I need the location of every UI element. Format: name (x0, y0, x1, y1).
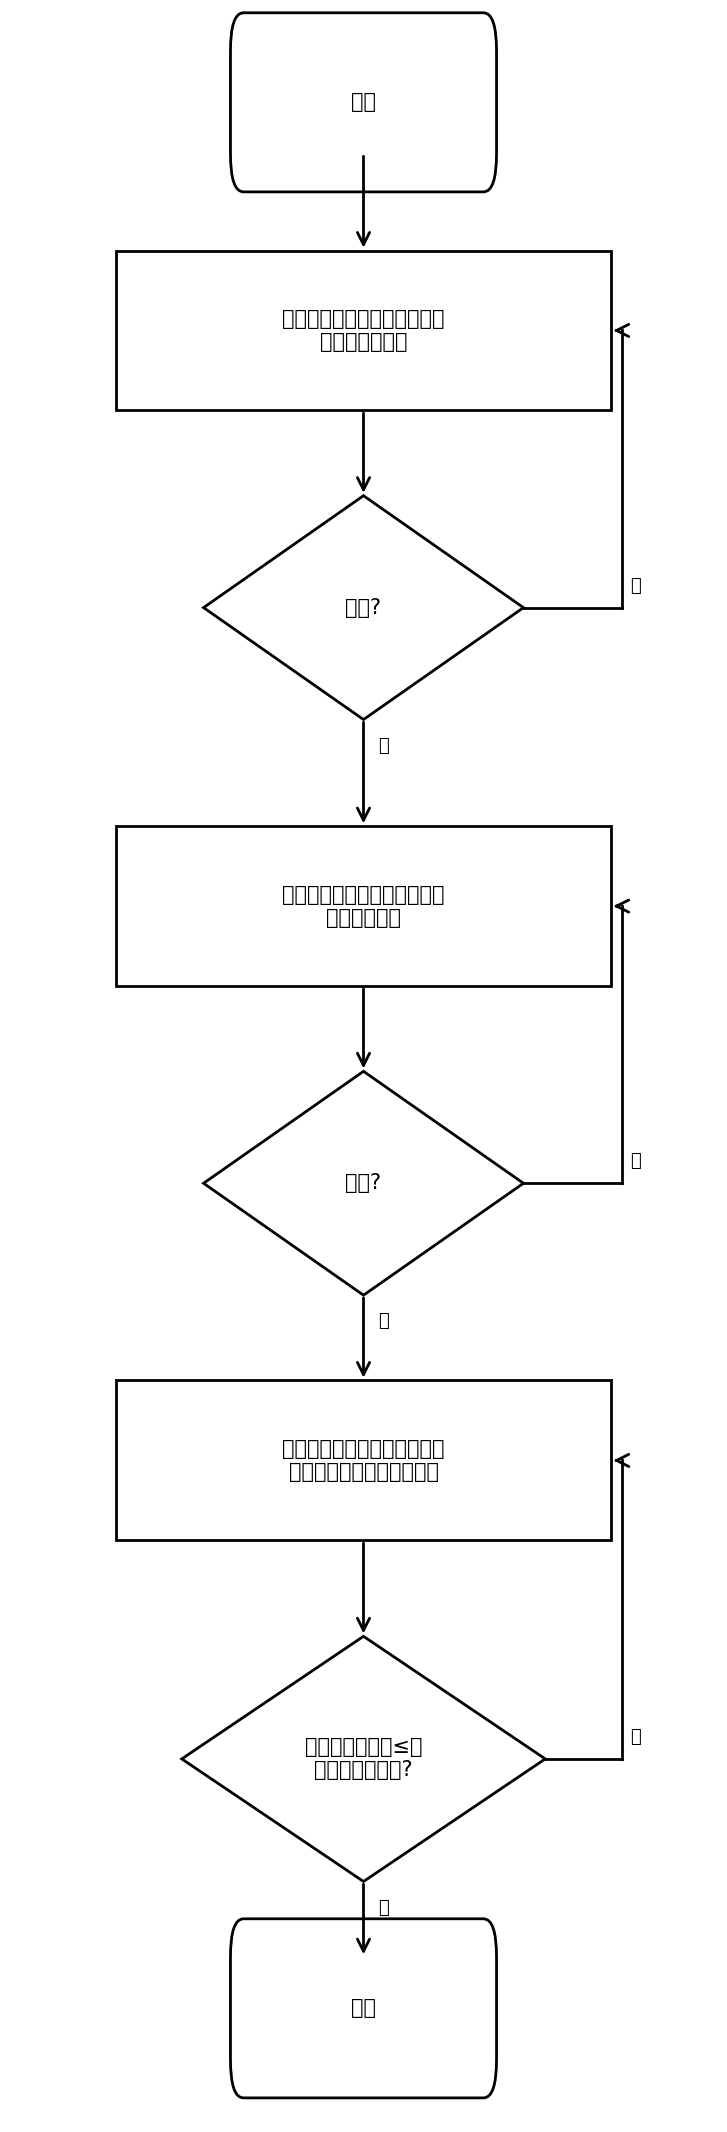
Bar (116, 252, 611, 409)
Text: 开始: 开始 (351, 92, 376, 113)
Text: 结束: 结束 (351, 1998, 376, 2019)
Text: 是: 是 (378, 1900, 389, 1917)
Text: 是: 是 (378, 1311, 389, 1330)
Text: 最大相邻阶串扰≤最
大非相邻阶串扰?: 最大相邻阶串扰≤最 大非相邻阶串扰? (305, 1738, 422, 1780)
Polygon shape (182, 1637, 545, 1883)
Text: 收敛?: 收敛? (345, 1173, 382, 1194)
Text: 波前匹配法迭代：涡旋模式到
倾斜平面波模式: 波前匹配法迭代：涡旋模式到 倾斜平面波模式 (282, 309, 445, 352)
Bar (116, 1382, 611, 1539)
Text: 收敛?: 收敛? (345, 597, 382, 618)
Polygon shape (204, 1070, 523, 1294)
Text: 是: 是 (378, 738, 389, 755)
Text: 否: 否 (630, 578, 641, 595)
Text: 否: 否 (630, 1153, 641, 1170)
Text: 最速下降法迭代：以相邻阶串
扰的加权平均作为目标函数: 最速下降法迭代：以相邻阶串 扰的加权平均作为目标函数 (282, 1439, 445, 1482)
Text: 否: 否 (630, 1729, 641, 1746)
FancyBboxPatch shape (230, 1919, 497, 2098)
FancyBboxPatch shape (230, 13, 497, 192)
Bar (116, 827, 611, 985)
Polygon shape (204, 497, 523, 721)
Text: 波前匹配法迭代：涡旋模式到
高斯光斑阵列: 波前匹配法迭代：涡旋模式到 高斯光斑阵列 (282, 885, 445, 927)
